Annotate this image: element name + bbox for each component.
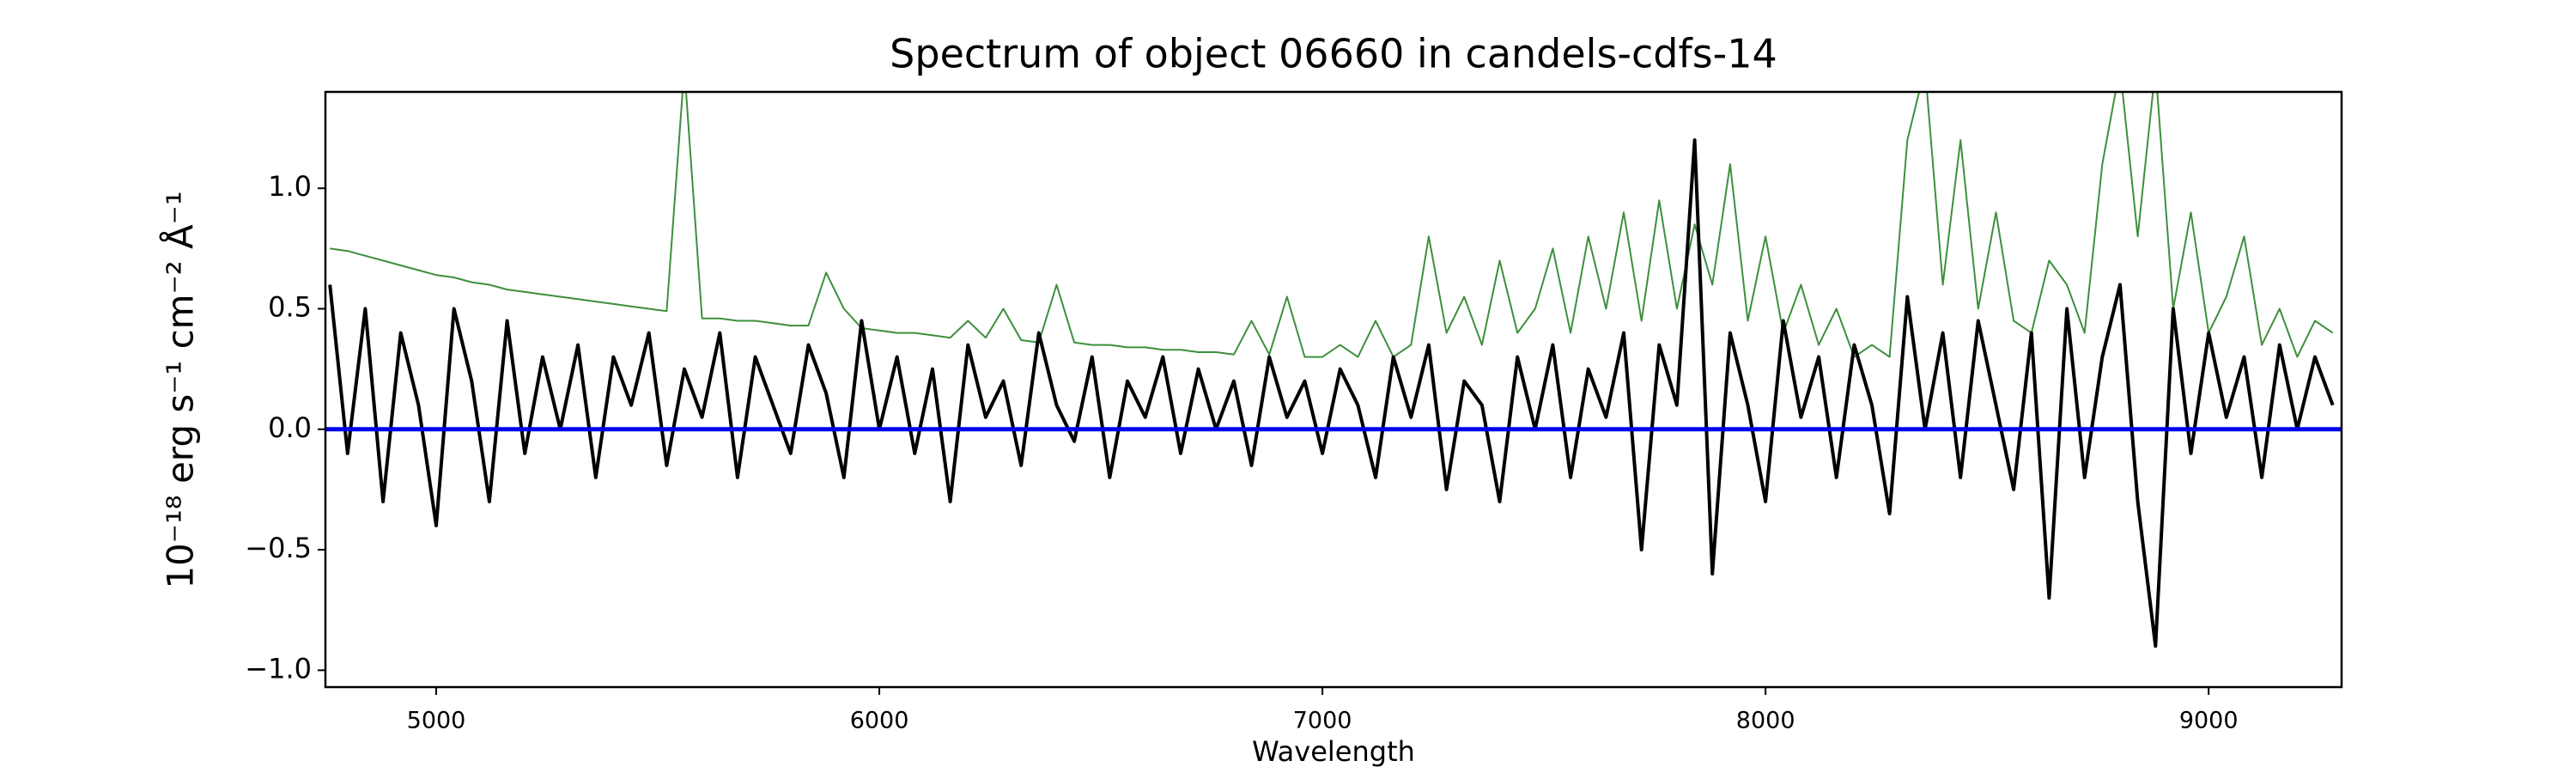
x-tick-label: 7000 <box>1293 708 1352 734</box>
x-tick-label: 8000 <box>1736 708 1795 734</box>
y-tick-label: 0.5 <box>268 291 312 324</box>
axes-frame <box>324 90 2343 689</box>
y-tick-label: 0.0 <box>268 411 312 444</box>
x-tick-label: 9000 <box>2179 708 2239 734</box>
x-axis-label: Wavelength <box>1252 735 1415 768</box>
y-axis-label: 10⁻¹⁸ erg s⁻¹ cm⁻² Å⁻¹ <box>159 191 202 588</box>
y-tick-label: −1.0 <box>245 652 312 685</box>
plot-area <box>325 92 2342 648</box>
spectrum-line <box>328 138 2335 648</box>
y-tick-label: 1.0 <box>268 170 312 203</box>
spectrum-line <box>330 92 2334 358</box>
x-tick-label: 5000 <box>407 708 466 734</box>
y-tick-label: −0.5 <box>245 532 312 564</box>
x-tick-label: 6000 <box>850 708 909 734</box>
chart-title: Spectrum of object 06660 in candels-cdfs… <box>890 31 1777 77</box>
